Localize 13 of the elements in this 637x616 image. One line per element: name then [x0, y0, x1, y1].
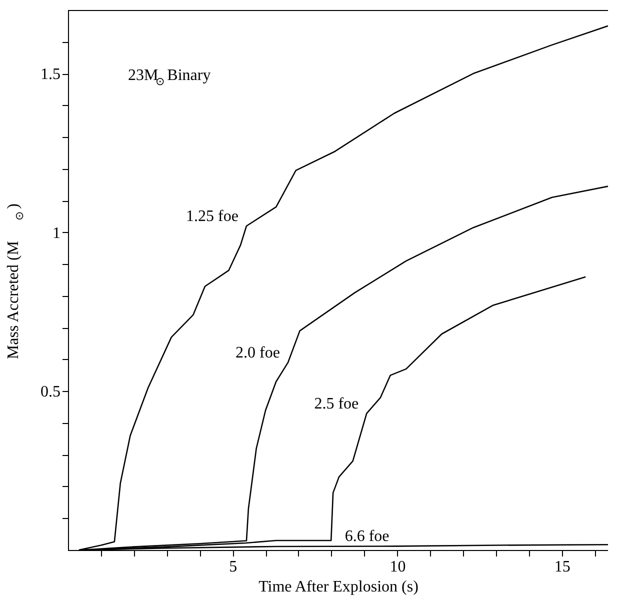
text: Mass Accreted (M⊙): [5, 204, 26, 360]
series-label: 6.6 foe: [344, 528, 390, 546]
x-tick-label: 5: [229, 558, 238, 576]
y-tick-label: 1.5: [40, 66, 60, 84]
x-axis-title: Time After Explosion (s): [258, 578, 418, 596]
x-tick-label: 10: [390, 558, 406, 576]
x-tick-label: 15: [554, 558, 570, 576]
series-label: 2.5 foe: [314, 395, 359, 412]
y-tick-label: 0.5: [40, 384, 60, 401]
annotation: 23M⊙Binary: [128, 67, 211, 88]
series-label: 1.25 foe: [186, 208, 238, 225]
series-label: 2.0 foe: [236, 344, 280, 362]
y-tick-label: 1: [52, 224, 60, 242]
